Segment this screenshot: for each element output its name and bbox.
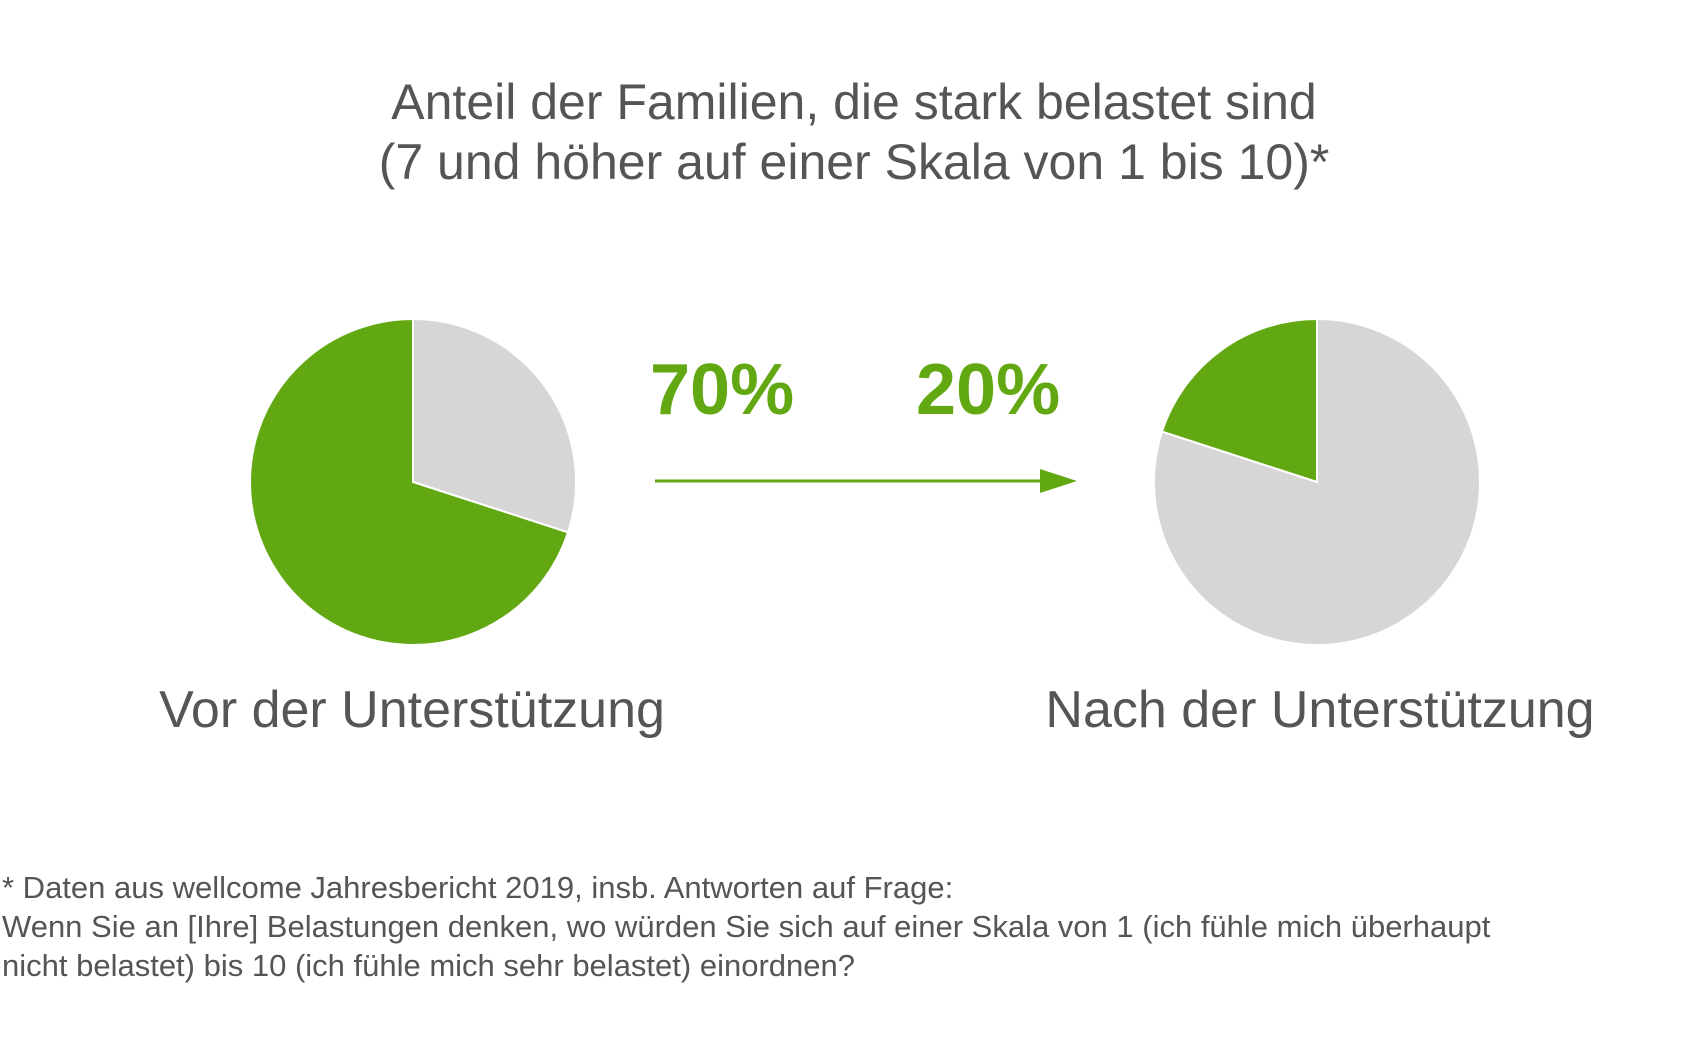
chart-title-line2: (7 und höher auf einer Skala von 1 bis 1… [378,134,1330,190]
pie-after-slice-remainder [1153,317,1481,646]
pie-before [249,317,577,646]
footnote-line1: * Daten aus wellcome Jahresbericht 2019,… [2,870,954,905]
value-label-before: 70% [650,350,795,430]
pie-label-before: Vor der Unterstützung [159,681,665,739]
pie-before-slice-remainder [412,317,577,534]
value-label-after: 20% [916,350,1061,430]
chart-title-line1: Anteil der Familien, die stark belastet … [391,74,1317,130]
footnote-line2: Wenn Sie an [Ihre] Belastungen denken, w… [2,909,1491,944]
pie-before-slice-highlight [249,317,570,646]
chart-title: Anteil der Familien, die stark belastet … [0,72,1708,192]
pie-after-slice-highlight [1160,317,1318,484]
footnote: * Daten aus wellcome Jahresbericht 2019,… [2,868,1706,985]
footnote-line3: nicht belastet) bis 10 (ich fühle mich s… [2,948,855,983]
pie-label-after: Nach der Unterstützung [1045,681,1595,739]
arrow-right-icon [655,469,1077,493]
arrow-head [1040,469,1077,493]
pie-after [1153,317,1481,646]
